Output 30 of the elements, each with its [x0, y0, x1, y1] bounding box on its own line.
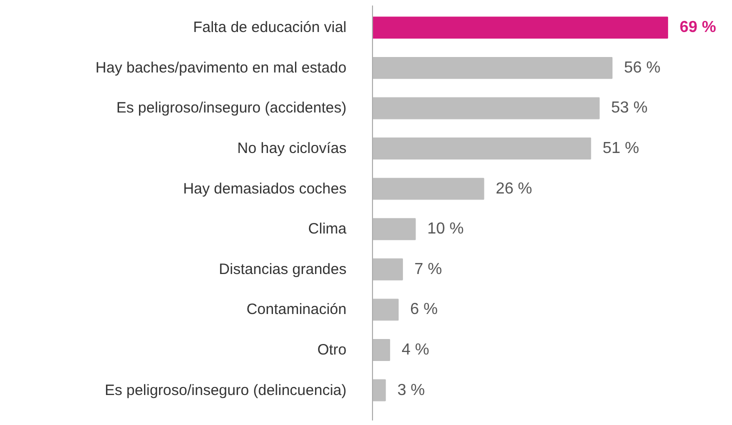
bar — [372, 16, 668, 39]
bar — [372, 97, 600, 120]
y-tick-label: No hay ciclovías — [237, 140, 347, 158]
y-tick-label: Contaminación — [246, 301, 347, 318]
y-tick-label: Es peligroso/inseguro (delincuencia) — [104, 382, 347, 399]
bar — [372, 178, 484, 200]
bar — [372, 339, 390, 361]
data-label: 56 % — [624, 59, 660, 76]
data-label: 3 % — [397, 382, 425, 399]
data-label: 69 % — [680, 19, 716, 36]
bar — [372, 56, 612, 79]
y-tick-label: Es peligroso/inseguro (accidentes) — [116, 100, 347, 117]
bar — [372, 379, 386, 402]
y-tick-label: Distancias grandes — [218, 260, 347, 278]
y-tick-label: Hay baches/pavimento en mal estado — [96, 59, 347, 76]
data-label: 7 % — [414, 260, 442, 278]
bar — [372, 218, 416, 240]
bar — [372, 298, 399, 321]
bar — [372, 138, 592, 160]
data-label: 51 % — [602, 140, 640, 158]
data-label: 4 % — [402, 341, 430, 358]
y-tick-label: Clima — [308, 220, 348, 238]
data-label: 26 % — [496, 180, 532, 198]
y-tick-label: Otro — [317, 341, 347, 358]
data-label: 53 % — [611, 100, 648, 117]
y-tick-label: Falta de educación vial — [193, 19, 347, 36]
bar — [372, 258, 403, 280]
data-label: 6 % — [410, 301, 438, 318]
data-label: 10 % — [427, 220, 464, 238]
y-tick-label: Hay demasiados coches — [183, 180, 347, 198]
